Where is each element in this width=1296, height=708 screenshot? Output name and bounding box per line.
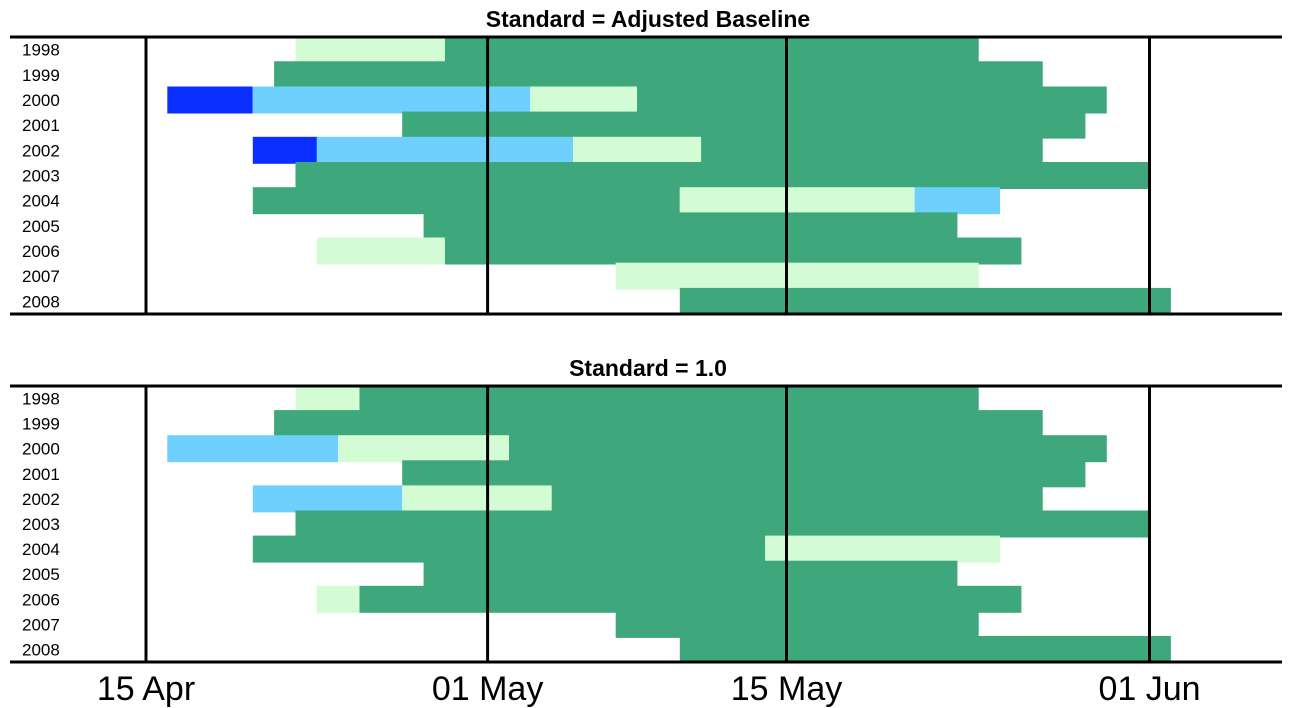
- bar-segment-green: [402, 111, 1086, 139]
- chart-panel-1: Standard = Adjusted Baseline 1998 1999 2000…: [10, 6, 1282, 316]
- bar-row-1998: [295, 385, 979, 412]
- bar-segment-green: [444, 237, 1022, 265]
- bar-segment-darkblue: [252, 136, 317, 164]
- bar-row-2001: [402, 111, 1086, 139]
- y-tick-label: 2000: [22, 440, 60, 459]
- bar-row-2006: [316, 585, 1022, 613]
- bar-segment-green: [615, 610, 979, 638]
- bar-segment-palegreen: [573, 136, 702, 164]
- bar-row-2000: [167, 435, 1107, 463]
- bar-row-2003: [295, 162, 1150, 189]
- bar-segment-green: [679, 636, 1171, 663]
- bar-segment-palegreen: [316, 237, 445, 265]
- x-tick-label: 15 Apr: [97, 670, 195, 708]
- y-tick-label: 1998: [22, 41, 60, 60]
- bar-segment-green: [295, 510, 1150, 538]
- chart-panel-2: Standard = 1.0 1998 1999 2000 2001 2002 2003 20…: [10, 355, 1282, 708]
- x-tick-label: 01 May: [432, 670, 544, 708]
- bar-segment-lightblue: [252, 86, 531, 114]
- bar-row-2003: [295, 510, 1150, 538]
- bar-segment-green: [423, 560, 958, 588]
- y-tick-label: 2003: [22, 167, 60, 186]
- bar-row-2002: [252, 485, 1043, 513]
- y-tick-label: 2005: [22, 217, 60, 236]
- bar-segment-green: [637, 86, 1107, 114]
- y-tick-label: 2007: [22, 615, 60, 634]
- bar-row-2000: [167, 86, 1107, 114]
- bar-segment-green: [509, 435, 1107, 463]
- y-tick-label: 2008: [22, 641, 60, 660]
- y-tick-label: 2005: [22, 565, 60, 584]
- bar-segment-palegreen: [679, 187, 915, 215]
- bar-segment-lightblue: [914, 187, 1000, 215]
- bar-row-1999: [274, 410, 1043, 438]
- bar-segment-green: [402, 460, 1086, 488]
- bar-segment-green: [423, 212, 958, 240]
- chart-title: Standard = Adjusted Baseline: [486, 6, 810, 32]
- bar-segment-green: [359, 585, 1022, 613]
- bar-segment-palegreen: [615, 262, 979, 290]
- bar-segment-green: [551, 485, 1043, 513]
- y-tick-label: 2006: [22, 242, 60, 261]
- bar-segment-green: [252, 187, 680, 215]
- bar-segment-green: [359, 385, 979, 412]
- bar-segment-green: [274, 410, 1043, 438]
- bar-segment-darkblue: [167, 86, 253, 114]
- bar-segment-green: [679, 287, 1171, 315]
- bar-row-2007: [615, 610, 979, 638]
- y-tick-label: 2000: [22, 91, 60, 110]
- bar-row-2005: [423, 560, 958, 588]
- bar-segment-lightblue: [167, 435, 339, 463]
- bar-segment-lightblue: [252, 485, 403, 513]
- bar-row-1999: [274, 61, 1043, 89]
- x-tick-label: 15 May: [731, 670, 843, 708]
- y-tick-label: 2001: [22, 116, 60, 135]
- bar-segment-palegreen: [316, 585, 360, 613]
- bar-segment-palegreen: [295, 36, 445, 64]
- bar-segment-green: [444, 36, 979, 64]
- bar-segment-palegreen: [295, 385, 360, 412]
- bar-row-2006: [316, 237, 1022, 265]
- y-tick-label: 2001: [22, 465, 60, 484]
- bar-row-2004: [252, 535, 1000, 563]
- bar-row-1998: [295, 36, 979, 64]
- y-tick-label: 2002: [22, 490, 60, 509]
- bar-segment-palegreen: [530, 86, 638, 114]
- y-tick-label: 2004: [22, 540, 60, 559]
- bar-segment-palegreen: [338, 435, 509, 463]
- bar-row-2001: [402, 460, 1086, 488]
- y-tick-label: 2004: [22, 192, 60, 211]
- chart-title: Standard = 1.0: [569, 355, 727, 381]
- y-tick-label: 1999: [22, 66, 60, 85]
- bar-row-2008: [679, 636, 1171, 663]
- bar-row-2005: [423, 212, 958, 240]
- bar-segment-green: [252, 535, 766, 563]
- bar-segment-palegreen: [765, 535, 1000, 563]
- y-tick-label: 2007: [22, 267, 60, 286]
- y-tick-label: 2002: [22, 141, 60, 160]
- y-tick-label: 2008: [22, 292, 60, 311]
- bar-row-2007: [615, 262, 979, 290]
- y-tick-label: 1998: [22, 390, 60, 409]
- y-tick-label: 1999: [22, 415, 60, 434]
- x-tick-label: 01 Jun: [1098, 670, 1200, 708]
- bar-segment-green: [701, 136, 1043, 164]
- bar-segment-green: [274, 61, 1043, 89]
- bar-segment-lightblue: [316, 136, 573, 164]
- bar-segment-green: [295, 162, 1150, 189]
- y-tick-label: 2006: [22, 590, 60, 609]
- bar-row-2004: [252, 187, 1000, 215]
- y-tick-label: 2003: [22, 515, 60, 534]
- bar-row-2002: [252, 136, 1043, 164]
- bar-segment-palegreen: [402, 485, 552, 513]
- bar-row-2008: [679, 287, 1171, 315]
